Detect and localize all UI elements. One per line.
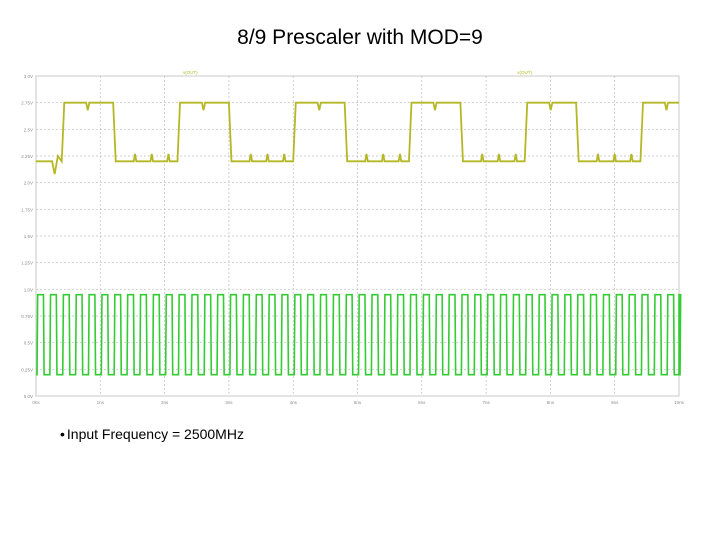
y-tick-label: 1.5V [24, 234, 33, 239]
x-tick-label: 7ns [482, 400, 490, 405]
x-tick-label: 8ns [547, 400, 555, 405]
y-tick-label: 2.0V [24, 181, 33, 186]
x-tick-label: 6ns [418, 400, 426, 405]
y-tick-label: 0.5V [24, 341, 33, 346]
plot-svg: 3.0V 2.75V 2.5V 2.25V 2.0V 1.75V 1.5V 1.25V 1.0V… [21, 70, 685, 405]
x-tick-label: 2ns [161, 400, 169, 405]
x-tick-label: 10ns [674, 400, 685, 405]
y-tick-label: 2.75V [21, 101, 33, 106]
slide-title: 8/9 Prescaler with MOD=9 [237, 26, 483, 49]
oscilloscope-plot: 3.0V 2.75V 2.5V 2.25V 2.0V 1.75V 1.5V 1.25V 1.0V… [14, 66, 688, 406]
x-tick-label: 0ns [32, 400, 40, 405]
x-tick-label: 4ns [290, 400, 298, 405]
bullet-point: • Input Frequency = 2500MHz [60, 426, 244, 442]
y-tick-label: 0.25V [21, 367, 33, 372]
bullet-dot-icon: • [60, 426, 65, 442]
y-tick-label: 0.0V [24, 394, 33, 399]
x-tick-label: 3ns [225, 400, 233, 405]
bullet-text: Input Frequency = 2500MHz [66, 426, 244, 442]
y-tick-label: 3.0V [24, 74, 33, 79]
x-tick-label: 5ns [354, 400, 362, 405]
y-tick-label: 1.25V [21, 261, 33, 266]
trace-marker-label: v(OUT) [183, 70, 198, 75]
y-tick-label: 1.75V [21, 207, 33, 212]
y-tick-label: 2.25V [21, 154, 33, 159]
x-tick-label: 9ns [611, 400, 619, 405]
y-tick-label: 1.0V [24, 287, 33, 292]
x-tick-label: 1ns [97, 400, 105, 405]
trace-marker-label: v(OUT) [517, 70, 532, 75]
y-tick-label: 0.75V [21, 314, 33, 319]
y-tick-label: 2.5V [24, 127, 33, 132]
series-line-output [36, 101, 679, 175]
series-line-input [36, 293, 682, 376]
